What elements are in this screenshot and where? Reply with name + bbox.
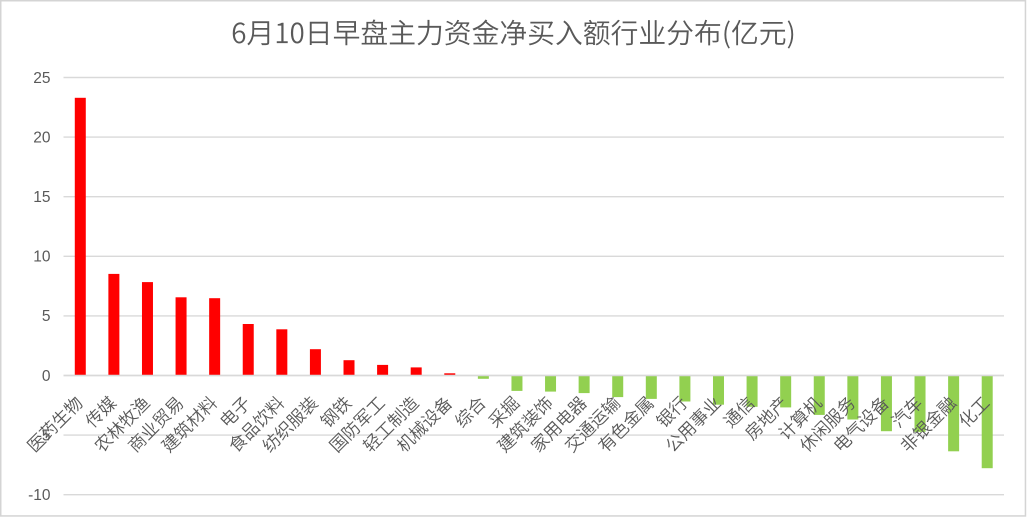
svg-text:5: 5 <box>42 308 51 325</box>
svg-text:-10: -10 <box>28 487 51 504</box>
svg-text:25: 25 <box>33 70 50 87</box>
svg-text:15: 15 <box>33 189 50 206</box>
svg-text:20: 20 <box>33 129 51 146</box>
svg-text:0: 0 <box>42 368 51 385</box>
svg-text:-5: -5 <box>37 427 51 444</box>
svg-text:10: 10 <box>33 249 51 266</box>
